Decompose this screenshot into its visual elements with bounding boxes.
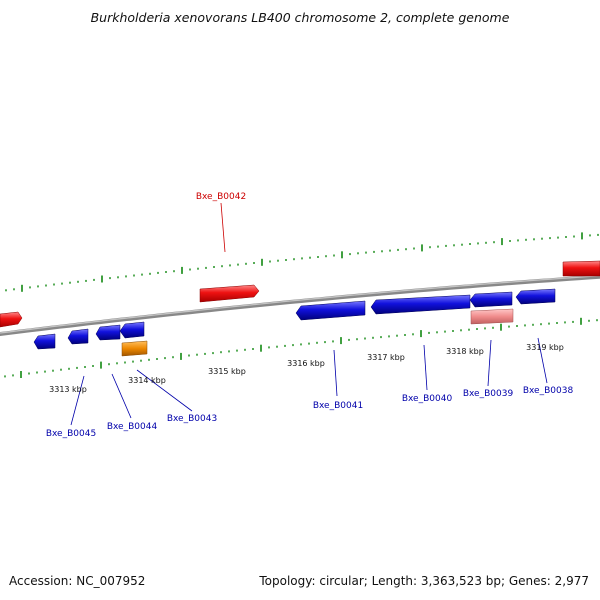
scale-label: 3318 kbp	[446, 347, 484, 356]
gene-label-bxe-b0041[interactable]: Bxe_B0041	[313, 401, 363, 411]
gene-arrow-bxe-b0038[interactable]	[515, 288, 556, 305]
scale-label: 3316 kbp	[287, 359, 325, 368]
leader-bxe-b0043	[136, 369, 193, 412]
gene-arrow-bxe-b0043[interactable]	[119, 321, 145, 339]
gene-label-bxe-b0043[interactable]: Bxe_B0043	[167, 414, 217, 424]
leader-bxe-b0041	[333, 349, 338, 397]
rna-gene-block[interactable]	[121, 340, 148, 357]
leader-bxe-b0042	[220, 202, 226, 253]
chromosome-backbone-highlight	[0, 275, 600, 334]
leader-bxe-b0044	[111, 373, 132, 419]
pseudogene-block[interactable]	[470, 308, 514, 325]
gene-arrow-bxe-b0039[interactable]	[469, 291, 513, 308]
chromosome-backbone	[0, 274, 600, 336]
inner-tick-track	[4, 317, 598, 378]
scale-label: 3313 kbp	[49, 385, 87, 394]
gene-arrow-forward[interactable]	[0, 311, 23, 328]
gene-arrow-bxe-b0044[interactable]	[95, 324, 121, 341]
gene-arrow-bxe-b0040[interactable]	[370, 294, 471, 315]
scale-label: 3317 kbp	[367, 353, 405, 362]
gene-label-bxe-b0044[interactable]: Bxe_B0044	[107, 422, 158, 432]
map-title: Burkholderia xenovorans LB400 chromosome…	[91, 10, 510, 25]
outer-tick-track	[5, 232, 599, 292]
gene-arrow-bxe-b0045[interactable]	[33, 333, 56, 350]
leader-bxe-b0040	[423, 344, 428, 391]
gene-arrow-bxe-b0041[interactable]	[295, 300, 366, 321]
gene-label-bxe-b0045[interactable]: Bxe_B0045	[46, 429, 96, 439]
gene-label-bxe-b0040[interactable]: Bxe_B0040	[402, 394, 453, 404]
leader-bxe-b0038	[537, 337, 548, 384]
gene-label-bxe-b0042[interactable]: Bxe_B0042	[196, 192, 246, 202]
gene-arrow-forward[interactable]	[562, 260, 600, 277]
gene-arrow-bxe-b0042[interactable]	[199, 284, 260, 303]
gene-label-bxe-b0038[interactable]: Bxe_B0038	[523, 386, 574, 396]
scale-label: 3315 kbp	[208, 367, 246, 376]
scale-label: 3319 kbp	[526, 343, 564, 352]
leader-bxe-b0045	[70, 375, 85, 426]
leader-bxe-b0039	[487, 339, 492, 387]
accession-text: Accession: NC_007952	[9, 574, 146, 588]
gene-label-bxe-b0039[interactable]: Bxe_B0039	[463, 389, 514, 399]
genome-summary-text: Topology: circular; Length: 3,363,523 bp…	[259, 574, 589, 588]
gene-arrow-reverse[interactable]	[67, 328, 89, 345]
scale-label: 3314 kbp	[128, 376, 166, 385]
